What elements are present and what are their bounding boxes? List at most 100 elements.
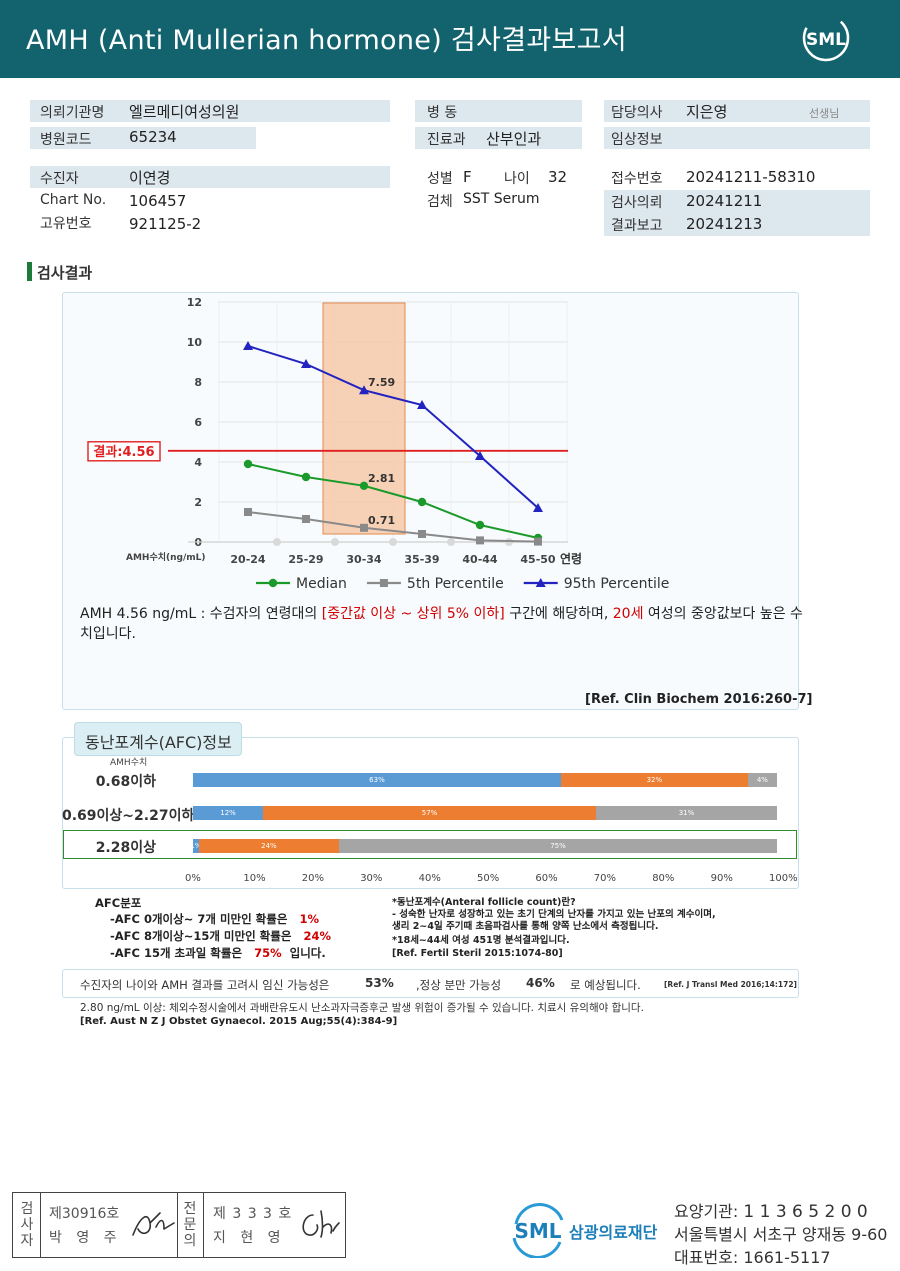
legend-label: Median (296, 576, 347, 592)
series-point-circle (417, 497, 427, 507)
series-point-square (534, 537, 542, 546)
result-report-value: 20241213 (686, 215, 763, 233)
afc-x-tick: 60% (535, 873, 558, 884)
afc-dist-2-pct: 24% (303, 929, 331, 943)
afc-highlight-row (63, 830, 797, 859)
afc-dist-3-tail: 입니다. (289, 946, 326, 960)
y-tick-label: 2 (194, 496, 202, 509)
pregnancy-ref: [Ref. J Transl Med 2016;14:172] (664, 980, 797, 989)
series-point-square (302, 515, 310, 523)
legend-marker (268, 578, 278, 588)
sex-label: 성별 (427, 171, 453, 187)
sml-org-logo: SML (512, 1203, 564, 1258)
afc-row-label-3: 2.28이상 (95, 840, 156, 856)
afc-dist-3-text: -AFC 15개 초과일 확률은 (110, 946, 243, 960)
report-header: AMH (Anti Mullerian hormone) 검사결과보고서 SML (0, 0, 900, 78)
ward-row (415, 100, 582, 122)
ohss-reference: [Ref. Aust N Z J Obstet Gynaecol. 2015 A… (80, 1016, 398, 1027)
pregnancy-text-1: 수진자의 나이와 AMH 결과를 고려시 임신 가능성은 (80, 978, 330, 992)
signature-stamp: 검사자 제30916호 박 영 주 전문의 제 3 3 3 호 지 현 영 (12, 1192, 346, 1258)
legend-marker (379, 579, 388, 587)
stamp-divider-2 (177, 1193, 178, 1257)
department-value: 산부인과 (486, 130, 542, 148)
afc-x-tick: 0% (185, 873, 201, 884)
afc-note-line1: - 성숙한 난자로 성장하고 있는 초기 단계의 난자를 가지고 있는 난포의 … (392, 909, 716, 920)
series-point-square (418, 530, 426, 538)
report-title: AMH (Anti Mullerian hormone) 검사결과보고서 (26, 25, 627, 56)
inspector-signature (132, 1212, 175, 1236)
x-axis-dot (273, 538, 281, 546)
stamp-divider-1 (40, 1193, 41, 1257)
institution-value: 엘르메디여성의원 (129, 103, 240, 121)
description-part2: 구간에 해당하며, (504, 606, 613, 622)
data-label: 7.59 (368, 376, 395, 389)
afc-dist-3: -AFC 15개 초과일 확률은 75% 입니다. (110, 945, 326, 961)
doctor-row (604, 100, 870, 122)
result-label: 결과:4.56 (93, 444, 154, 460)
afc-note-ref: [Ref. Fertil Steril 2015:1074-80] (392, 948, 563, 959)
x-axis-suffix: 연령 (560, 551, 582, 566)
afc-x-tick: 100% (769, 873, 798, 884)
legend-label: 5th Percentile (407, 576, 504, 592)
institution-label: 의뢰기관명 (40, 105, 105, 121)
afc-segment-2: 57% (263, 806, 596, 820)
series-point-triangle (417, 400, 427, 409)
series-point-square (360, 523, 368, 532)
afc-segment-3: 4% (747, 773, 777, 787)
afc-row-label-1: 0.68이하 (95, 774, 156, 790)
age-value: 32 (548, 168, 568, 186)
y-tick-label: 6 (194, 416, 202, 429)
afc-note-line2: 생리 2~4일 주기때 초음파검사를 통해 양쪽 난소에서 측정됩니다. (392, 921, 659, 932)
patient-label: 수진자 (40, 171, 79, 187)
legend-marker (535, 578, 546, 587)
series-point-circle (475, 520, 485, 530)
patient-row (30, 166, 390, 188)
afc-x-tick: 70% (593, 873, 617, 884)
inspector-name: 박 영 주 (49, 1230, 122, 1246)
description-range: [중간값 이상 ~ 상위 5% 이하] (321, 606, 505, 622)
legend-label: 95th Percentile (564, 576, 670, 592)
org-phone-label: 대표번호: (674, 1248, 739, 1267)
x-axis-dot (447, 538, 455, 546)
x-tick-label: 35-39 (404, 553, 439, 566)
doctor-label: 담당의사 (611, 105, 663, 121)
specialist-signature (302, 1210, 340, 1238)
pregnancy-pct-1: 53% (365, 976, 394, 990)
pregnancy-pct-2: 46% (526, 976, 555, 990)
doctor-suffix: 선생님 (809, 107, 840, 120)
afc-bar-2: 12% 57% 31% (193, 806, 777, 820)
series-line-triangle (247, 345, 539, 509)
afc-note-title: *동난포계수(Anteral follicle count)란? (392, 897, 576, 908)
y-tick-label: 10 (187, 336, 203, 349)
specialist-name: 지 현 영 (213, 1230, 286, 1246)
stamp-divider-3 (203, 1193, 204, 1257)
series-point-triangle (301, 359, 311, 368)
institution-row (30, 100, 390, 122)
doctor-value: 지은영 (686, 103, 728, 121)
afc-x-tick: 50% (477, 873, 500, 884)
x-tick-label: 30-34 (346, 553, 382, 566)
x-tick-label: 20-24 (230, 553, 266, 566)
afc-x-tick: 30% (360, 873, 383, 884)
description-part1: AMH 4.56 ng/mL : 수검자의 연령대의 (80, 606, 322, 622)
afc-dist-1-text: -AFC 0개이상~ 7개 미만인 확률은 (110, 912, 288, 926)
afc-note-line3: *18세~44세 여성 451명 분석결과입니다. (392, 935, 570, 946)
afc-segment-1: 63% (193, 773, 561, 787)
data-label: 2.81 (368, 472, 395, 485)
afc-segment-3: 31% (595, 806, 777, 820)
afc-x-tick: 20% (301, 873, 325, 884)
pregnancy-text-2: ,정상 분만 가능성 (416, 978, 502, 992)
department-row (415, 127, 582, 149)
afc-x-tick: 80% (652, 873, 675, 884)
sex-value: F (463, 168, 472, 186)
afc-axis-caption: AMH수치 (110, 758, 148, 768)
org-phone-value: 1661-5117 (743, 1248, 831, 1267)
afc-dist-2: -AFC 8개이상~15개 미만인 확률은 24% (110, 928, 331, 944)
series-point-triangle (243, 341, 253, 350)
afc-row-label-2: 0.69이상~2.27이하 (62, 808, 195, 824)
series-line-square (247, 511, 539, 543)
y-tick-label: 8 (194, 376, 202, 389)
series-point-triangle (533, 503, 543, 512)
afc-segment-2: 32% (560, 773, 748, 787)
description-age-group: 20세 (612, 606, 644, 622)
